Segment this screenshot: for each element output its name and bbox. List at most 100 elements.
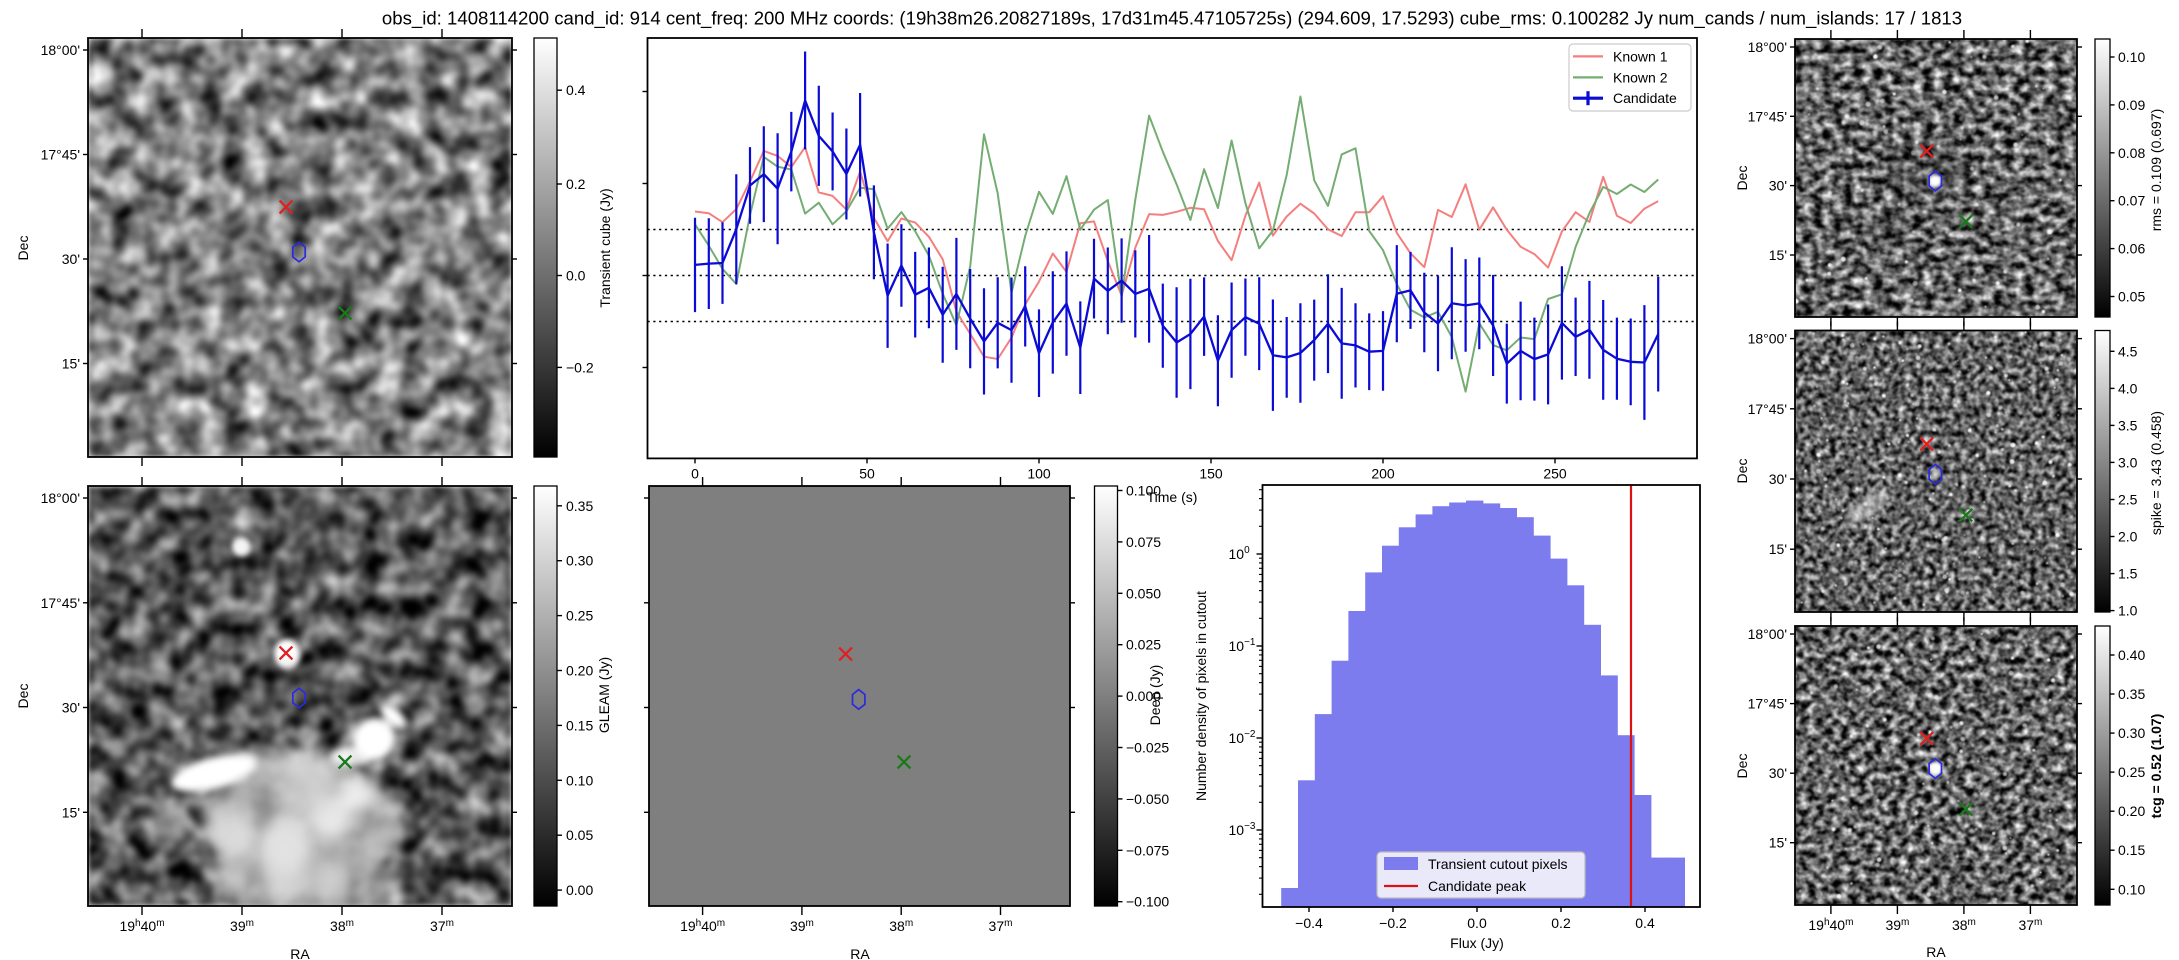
- svg-text:Dec: Dec: [1734, 166, 1750, 191]
- svg-text:0.25: 0.25: [2118, 764, 2145, 780]
- svg-text:1.5: 1.5: [2118, 566, 2138, 582]
- svg-text:18°00': 18°00': [1748, 39, 1787, 55]
- svg-text:17°45': 17°45': [1748, 401, 1787, 417]
- svg-text:39m: 39m: [230, 918, 254, 934]
- svg-text:15': 15': [1769, 541, 1787, 557]
- svg-text:Dec: Dec: [15, 684, 31, 709]
- svg-text:Dec: Dec: [15, 236, 31, 261]
- svg-text:15': 15': [1769, 835, 1787, 851]
- svg-text:0.10: 0.10: [566, 772, 593, 788]
- svg-text:150: 150: [1199, 465, 1223, 481]
- svg-text:37m: 37m: [430, 918, 454, 934]
- svg-text:0.05: 0.05: [2118, 289, 2145, 305]
- svg-text:100: 100: [1027, 465, 1051, 481]
- svg-text:0.35: 0.35: [566, 498, 593, 514]
- svg-text:0.4: 0.4: [1635, 915, 1655, 931]
- svg-text:2.5: 2.5: [2118, 492, 2138, 508]
- svg-text:30': 30': [1769, 471, 1787, 487]
- svg-text:0.10: 0.10: [2118, 49, 2145, 65]
- svg-text:Known 1: Known 1: [1613, 48, 1668, 64]
- svg-text:Deep (Jy): Deep (Jy): [1147, 665, 1163, 726]
- svg-text:Known 2: Known 2: [1613, 69, 1668, 85]
- svg-text:0.025: 0.025: [1126, 637, 1161, 653]
- svg-text:0.20: 0.20: [566, 663, 593, 679]
- svg-text:17°45': 17°45': [41, 147, 80, 163]
- svg-text:19h40m: 19h40m: [119, 918, 164, 934]
- svg-text:15': 15': [62, 804, 80, 820]
- svg-text:−0.075: −0.075: [1126, 842, 1169, 858]
- svg-text:0.0: 0.0: [566, 268, 586, 284]
- svg-text:18°00': 18°00': [41, 490, 80, 506]
- svg-text:38m: 38m: [330, 918, 354, 934]
- svg-text:19h40m: 19h40m: [1808, 917, 1853, 933]
- svg-text:15': 15': [1769, 247, 1787, 263]
- svg-text:1.0: 1.0: [2118, 603, 2138, 619]
- svg-text:17°45': 17°45': [1748, 696, 1787, 712]
- svg-text:rms = 0.109 (0.697): rms = 0.109 (0.697): [2148, 109, 2164, 232]
- svg-text:obs_id: 1408114200 cand_id: 91: obs_id: 1408114200 cand_id: 914 cent_fre…: [382, 8, 1962, 30]
- svg-text:0.0: 0.0: [1467, 915, 1487, 931]
- svg-text:−0.050: −0.050: [1126, 791, 1169, 807]
- svg-text:18°00': 18°00': [1748, 626, 1787, 642]
- svg-text:0.4: 0.4: [566, 82, 586, 98]
- svg-text:18°00': 18°00': [1748, 331, 1787, 347]
- svg-text:30': 30': [62, 700, 80, 716]
- svg-text:Number density of pixels in cu: Number density of pixels in cutout: [1193, 591, 1209, 801]
- svg-text:0.15: 0.15: [2118, 842, 2145, 858]
- svg-text:37m: 37m: [2018, 917, 2042, 933]
- svg-text:Time (s): Time (s): [1147, 489, 1198, 505]
- svg-text:tcg = 0.52 (1.07): tcg = 0.52 (1.07): [2148, 714, 2164, 819]
- svg-text:Transient cutout pixels: Transient cutout pixels: [1428, 856, 1568, 872]
- svg-text:Flux (Jy): Flux (Jy): [1450, 935, 1504, 951]
- svg-text:−0.4: −0.4: [1295, 915, 1323, 931]
- svg-text:18°00': 18°00': [41, 42, 80, 58]
- svg-text:RA: RA: [850, 946, 870, 960]
- svg-text:250: 250: [1543, 465, 1567, 481]
- svg-text:19h40m: 19h40m: [680, 918, 725, 934]
- svg-text:0.20: 0.20: [2118, 803, 2145, 819]
- svg-text:Transient cube (Jy): Transient cube (Jy): [597, 188, 613, 307]
- svg-text:4.0: 4.0: [2118, 380, 2138, 396]
- svg-text:0.15: 0.15: [566, 717, 593, 733]
- svg-text:RA: RA: [1926, 944, 1946, 960]
- svg-text:0.050: 0.050: [1126, 585, 1161, 601]
- svg-text:2.0: 2.0: [2118, 529, 2138, 545]
- svg-text:Candidate: Candidate: [1613, 90, 1677, 106]
- svg-text:17°45': 17°45': [41, 595, 80, 611]
- svg-text:0.2: 0.2: [1551, 915, 1571, 931]
- svg-text:RA: RA: [290, 946, 310, 960]
- svg-text:0.00: 0.00: [566, 882, 593, 898]
- svg-text:0.35: 0.35: [2118, 686, 2145, 702]
- svg-text:0: 0: [691, 465, 699, 481]
- svg-text:−0.2: −0.2: [1379, 915, 1407, 931]
- svg-text:0.05: 0.05: [566, 827, 593, 843]
- svg-text:4.5: 4.5: [2118, 343, 2138, 359]
- svg-text:Dec: Dec: [1734, 754, 1750, 779]
- svg-text:30': 30': [1769, 765, 1787, 781]
- svg-text:30': 30': [1769, 178, 1787, 194]
- svg-text:39m: 39m: [1885, 917, 1909, 933]
- svg-text:0.08: 0.08: [2118, 145, 2145, 161]
- svg-text:−0.2: −0.2: [566, 359, 594, 375]
- svg-text:Candidate peak: Candidate peak: [1428, 878, 1527, 894]
- svg-text:0.075: 0.075: [1126, 534, 1161, 550]
- svg-text:0.000: 0.000: [1126, 688, 1161, 704]
- svg-text:39m: 39m: [790, 918, 814, 934]
- svg-text:50: 50: [859, 465, 875, 481]
- svg-text:Dec: Dec: [1734, 459, 1750, 484]
- svg-text:38m: 38m: [889, 918, 913, 934]
- svg-text:0.30: 0.30: [566, 553, 593, 569]
- svg-text:0.2: 0.2: [566, 176, 586, 192]
- svg-text:−0.025: −0.025: [1126, 740, 1169, 756]
- svg-text:GLEAM (Jy): GLEAM (Jy): [596, 657, 612, 733]
- svg-text:3.0: 3.0: [2118, 454, 2138, 470]
- svg-text:3.5: 3.5: [2118, 417, 2138, 433]
- svg-text:200: 200: [1371, 465, 1395, 481]
- svg-text:17°45': 17°45': [1748, 108, 1787, 124]
- svg-text:0.07: 0.07: [2118, 193, 2145, 209]
- svg-text:0.30: 0.30: [2118, 725, 2145, 741]
- svg-text:37m: 37m: [989, 918, 1013, 934]
- svg-text:0.100: 0.100: [1126, 483, 1161, 499]
- svg-text:30': 30': [62, 251, 80, 267]
- svg-text:0.25: 0.25: [566, 608, 593, 624]
